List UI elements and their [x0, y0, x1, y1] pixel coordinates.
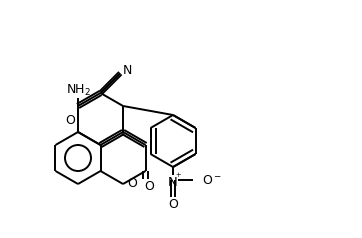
Text: $^+$: $^+$ [174, 172, 182, 182]
Text: O: O [65, 114, 75, 127]
Text: O: O [144, 180, 155, 193]
Text: NH$_2$: NH$_2$ [66, 82, 90, 98]
Text: O: O [168, 198, 178, 212]
Text: N: N [168, 177, 178, 189]
Text: O: O [127, 177, 137, 190]
Text: O$^-$: O$^-$ [202, 174, 222, 187]
Text: N: N [123, 64, 132, 77]
